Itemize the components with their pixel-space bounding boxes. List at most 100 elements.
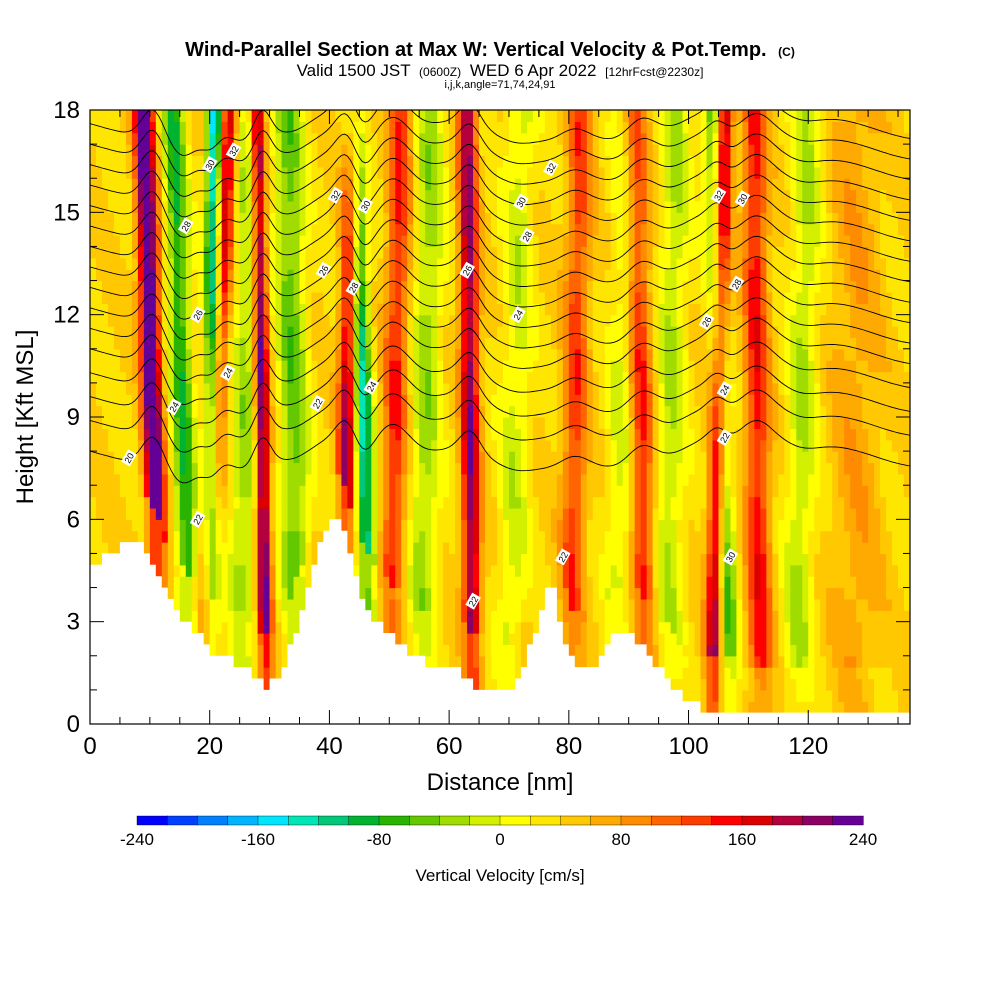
velocity-cell: [269, 155, 277, 168]
velocity-cell: [485, 576, 492, 589]
velocity-cell: [161, 314, 169, 327]
velocity-cell: [185, 337, 193, 350]
velocity-cell: [526, 564, 534, 577]
velocity-cell: [191, 291, 199, 304]
velocity-cell: [389, 200, 396, 213]
velocity-cell: [233, 360, 241, 373]
velocity-cell: [443, 394, 450, 407]
velocity-cell: [365, 371, 372, 384]
velocity-cell: [580, 303, 588, 316]
velocity-cell: [293, 360, 301, 373]
velocity-cell: [185, 610, 193, 623]
velocity-cell: [550, 451, 558, 464]
velocity-cell: [377, 405, 384, 418]
velocity-cell: [419, 417, 426, 429]
velocity-cell: [95, 519, 103, 532]
velocity-cell: [413, 519, 420, 532]
velocity-cell: [479, 405, 486, 418]
velocity-cell: [508, 371, 516, 384]
velocity-cell: [395, 166, 402, 179]
velocity-cell: [293, 212, 301, 225]
velocity-cell: [90, 326, 97, 339]
velocity-cell: [520, 132, 528, 145]
velocity-cell: [131, 314, 139, 327]
velocity-cell: [287, 587, 295, 600]
velocity-cell: [413, 644, 420, 657]
velocity-cell: [455, 485, 462, 498]
velocity-cell: [149, 223, 157, 236]
velocity-cell: [437, 348, 444, 361]
velocity-cell: [473, 587, 480, 600]
velocity-cell: [90, 132, 97, 145]
velocity-cell: [401, 610, 408, 623]
velocity-cell: [383, 530, 390, 543]
velocity-cell: [437, 360, 444, 373]
velocity-cell: [568, 564, 576, 577]
velocity-cell: [425, 223, 432, 236]
velocity-cell: [311, 212, 319, 225]
velocity-cell: [514, 166, 522, 179]
velocity-cell: [622, 189, 630, 202]
velocity-cell: [251, 655, 259, 668]
velocity-cell: [311, 507, 319, 520]
velocity-cell: [443, 144, 450, 157]
velocity-cell: [604, 155, 612, 168]
velocity-cell: [119, 200, 127, 213]
velocity-cell: [383, 360, 390, 373]
velocity-cell: [419, 439, 426, 452]
velocity-cell: [119, 507, 127, 520]
velocity-cell: [365, 519, 372, 532]
velocity-cell: [437, 633, 444, 646]
velocity-cell: [413, 223, 420, 236]
velocity-cell: [341, 473, 348, 486]
velocity-cell: [544, 439, 552, 452]
velocity-cell: [365, 496, 372, 509]
velocity-cell: [449, 326, 456, 339]
velocity-cell: [520, 189, 528, 202]
velocity-cell: [502, 371, 510, 384]
velocity-cell: [568, 212, 576, 225]
velocity-cell: [197, 212, 205, 225]
velocity-cell: [203, 519, 211, 532]
velocity-cell: [497, 633, 504, 646]
velocity-cell: [233, 496, 241, 509]
velocity-cell: [137, 121, 145, 134]
velocity-cell: [622, 212, 630, 225]
velocity-cell: [299, 360, 307, 373]
velocity-cell: [149, 212, 157, 225]
velocity-cell: [538, 200, 546, 213]
velocity-cell: [508, 144, 516, 157]
velocity-cell: [449, 462, 456, 475]
velocity-cell: [353, 223, 360, 236]
velocity-cell: [107, 462, 115, 475]
velocity-cell: [568, 496, 576, 509]
velocity-cell: [329, 291, 337, 304]
velocity-cell: [449, 428, 456, 441]
velocity-cell: [508, 530, 516, 543]
velocity-cell: [95, 269, 103, 282]
velocity-cell: [508, 542, 516, 555]
velocity-cell: [311, 166, 319, 179]
velocity-cell: [389, 257, 396, 270]
velocity-cell: [455, 451, 462, 464]
velocity-cell: [622, 360, 630, 373]
velocity-cell: [562, 212, 570, 225]
velocity-cell: [526, 257, 534, 270]
velocity-cell: [119, 178, 127, 191]
velocity-cell: [497, 678, 504, 691]
velocity-cell: [431, 473, 438, 486]
velocity-cell: [257, 644, 265, 657]
velocity-cell: [125, 439, 133, 452]
velocity-cell: [323, 155, 331, 168]
velocity-cell: [491, 496, 498, 509]
velocity-cell: [550, 473, 558, 486]
velocity-cell: [508, 678, 516, 691]
velocity-cell: [586, 166, 594, 179]
velocity-cell: [227, 587, 235, 600]
velocity-cell: [598, 326, 606, 339]
velocity-cell: [526, 337, 534, 350]
velocity-cell: [317, 166, 325, 179]
velocity-cell: [287, 189, 295, 202]
velocity-cell: [425, 451, 432, 464]
velocity-cell: [185, 519, 193, 532]
